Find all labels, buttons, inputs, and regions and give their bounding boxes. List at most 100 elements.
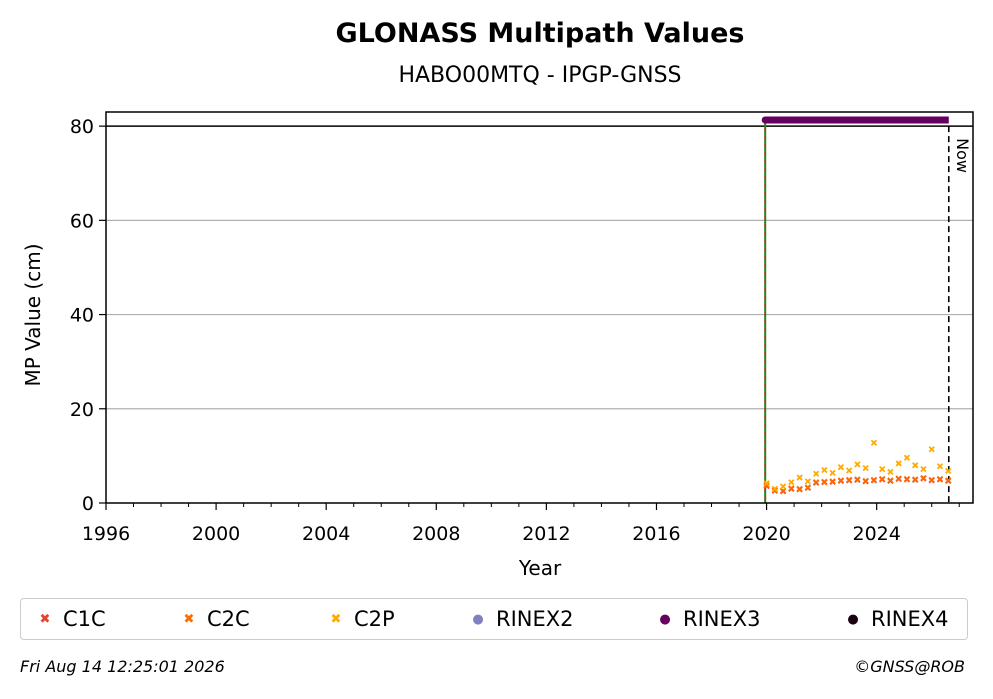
legend-label-c1c: C1C bbox=[63, 607, 106, 631]
series-c2c-point bbox=[895, 475, 902, 482]
series-c2p-point bbox=[763, 480, 770, 487]
series-c2p-point bbox=[887, 468, 894, 476]
series-c2p-point bbox=[846, 467, 853, 474]
marker-stroke bbox=[887, 477, 894, 484]
marker-stroke bbox=[837, 477, 845, 484]
series-c2c-point bbox=[903, 475, 911, 483]
marker-stroke bbox=[829, 469, 836, 476]
legend-label-c2c: C2C bbox=[207, 607, 250, 631]
marker-stroke bbox=[779, 483, 787, 490]
marker-stroke bbox=[879, 465, 886, 473]
marker-stroke bbox=[928, 476, 935, 484]
marker-stroke bbox=[903, 475, 911, 483]
y-axis-label: MP Value (cm) bbox=[21, 243, 45, 386]
marker-stroke bbox=[862, 465, 869, 472]
legend-item-c2c: ✖ C2C bbox=[179, 607, 250, 631]
series-c2c-point bbox=[854, 476, 861, 483]
x-tick-label: 2000 bbox=[192, 523, 240, 545]
marker-stroke bbox=[788, 485, 795, 492]
series-c2p-point bbox=[771, 485, 778, 493]
y-tick-label: 20 bbox=[70, 399, 94, 421]
series-c2p-point bbox=[829, 469, 836, 476]
footer-credit: ©GNSS@ROB bbox=[854, 657, 965, 676]
legend: ✖ C1C ✖ C2C ✖ C2P ● RINEX2 ● RINEX3 ● RI… bbox=[20, 598, 968, 640]
series-c2c-point bbox=[862, 477, 869, 484]
marker-stroke bbox=[920, 474, 927, 482]
series-c2p-point bbox=[903, 454, 911, 461]
x-axis-label: Year bbox=[518, 556, 562, 580]
marker-stroke bbox=[821, 478, 828, 485]
series-c2c-point bbox=[796, 485, 803, 493]
series-c2p-point bbox=[821, 466, 828, 474]
marker-stroke bbox=[821, 466, 828, 474]
marker-stroke bbox=[870, 476, 878, 484]
series-c2c-point bbox=[887, 477, 894, 484]
marker-stroke bbox=[945, 477, 952, 484]
legend-label-rinex2: RINEX2 bbox=[496, 607, 574, 631]
x-tick-label: 1996 bbox=[82, 523, 130, 545]
series-c2c-point bbox=[846, 476, 853, 484]
series-c2p-point bbox=[804, 478, 811, 485]
now-label: Now bbox=[953, 138, 972, 173]
y-tick-label: 60 bbox=[70, 210, 94, 232]
series-c2p-point bbox=[895, 460, 902, 467]
marker-stroke bbox=[796, 485, 803, 493]
series-c2c-point bbox=[829, 478, 836, 485]
legend-marker-c1c: ✖ bbox=[39, 611, 51, 627]
x-tick-label: 2016 bbox=[632, 523, 680, 545]
series-c2c-point bbox=[870, 476, 878, 484]
legend-item-rinex3: ● RINEX3 bbox=[655, 607, 760, 631]
series-c2c-point bbox=[912, 476, 919, 483]
x-tick-label: 2012 bbox=[522, 523, 570, 545]
series-c2p-point bbox=[912, 462, 919, 469]
legend-marker-rinex3: ● bbox=[659, 611, 671, 627]
x-tick-label: 2004 bbox=[302, 523, 350, 545]
series-c2p-point bbox=[796, 474, 803, 481]
series-c2c-point bbox=[771, 487, 778, 494]
rinex3-point bbox=[761, 116, 769, 124]
legend-marker-rinex2: ● bbox=[472, 611, 484, 627]
marker-stroke bbox=[903, 454, 911, 461]
legend-label-c2p: C2P bbox=[354, 607, 395, 631]
series-c2p-point bbox=[779, 483, 787, 490]
grid-lines bbox=[106, 125, 973, 410]
marker-stroke bbox=[936, 463, 944, 470]
marker-stroke bbox=[846, 476, 853, 484]
marker-stroke bbox=[912, 476, 919, 483]
legend-marker-c2p: ✖ bbox=[330, 611, 342, 627]
marker-stroke bbox=[862, 477, 869, 484]
series-c2c-point bbox=[763, 481, 770, 489]
series-c2c-point bbox=[804, 484, 811, 491]
marker-stroke bbox=[912, 462, 919, 469]
marker-stroke bbox=[763, 480, 770, 487]
chart-subtitle: HABO00MTQ - IPGP-GNSS bbox=[398, 63, 681, 88]
series-c2c-point bbox=[879, 475, 886, 483]
marker-stroke bbox=[920, 465, 927, 473]
legend-marker-c2c: ✖ bbox=[183, 611, 195, 627]
series-c2c-point bbox=[812, 479, 820, 486]
series-c2p-point bbox=[920, 465, 927, 473]
y-tick-label: 40 bbox=[70, 305, 94, 327]
series-c2p-point bbox=[837, 464, 845, 471]
legend-item-c1c: ✖ C1C bbox=[35, 607, 106, 631]
marker-stroke bbox=[804, 484, 811, 491]
series-c2p-point bbox=[788, 479, 795, 486]
series-c2p-point bbox=[870, 439, 878, 446]
marker-stroke bbox=[936, 475, 944, 483]
axes: 0 20 40 60 80 1996 2000 2004 2008 2012 2016 2020 202… bbox=[70, 116, 960, 545]
marker-stroke bbox=[854, 476, 861, 483]
marker-stroke bbox=[829, 478, 836, 485]
legend-label-rinex4: RINEX4 bbox=[871, 607, 949, 631]
marker-stroke bbox=[846, 467, 853, 474]
plot-data: Now bbox=[761, 116, 972, 503]
marker-stroke bbox=[812, 479, 820, 486]
marker-stroke bbox=[870, 439, 878, 446]
y-tick-label: 80 bbox=[70, 116, 94, 138]
marker-stroke bbox=[771, 485, 778, 493]
legend-marker-rinex4: ● bbox=[847, 611, 859, 627]
series-c2c-point bbox=[936, 475, 944, 483]
series-c2p-point bbox=[854, 461, 861, 468]
marker-stroke bbox=[854, 461, 861, 468]
plot-frame bbox=[105, 111, 974, 504]
